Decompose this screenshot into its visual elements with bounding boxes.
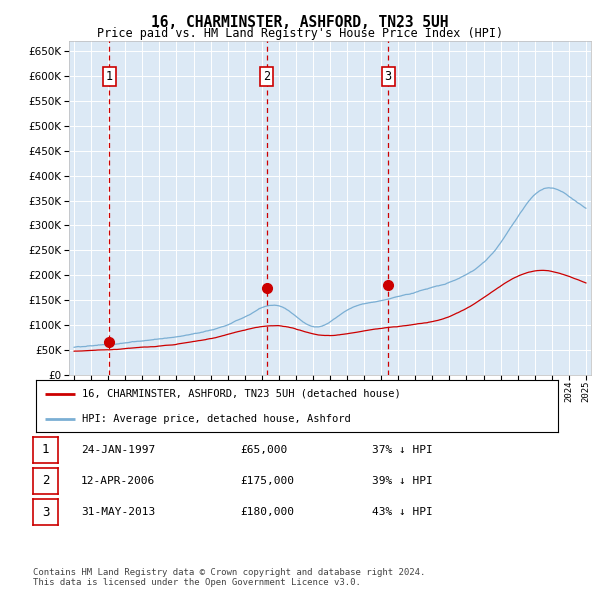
Text: HPI: Average price, detached house, Ashford: HPI: Average price, detached house, Ashf… xyxy=(82,414,350,424)
Text: 16, CHARMINSTER, ASHFORD, TN23 5UH (detached house): 16, CHARMINSTER, ASHFORD, TN23 5UH (deta… xyxy=(82,389,401,399)
Text: 3: 3 xyxy=(385,70,392,83)
Text: 16, CHARMINSTER, ASHFORD, TN23 5UH: 16, CHARMINSTER, ASHFORD, TN23 5UH xyxy=(151,15,449,30)
Text: 3: 3 xyxy=(42,506,49,519)
Text: 2: 2 xyxy=(42,474,49,487)
Text: Contains HM Land Registry data © Crown copyright and database right 2024.
This d: Contains HM Land Registry data © Crown c… xyxy=(33,568,425,587)
Text: 12-APR-2006: 12-APR-2006 xyxy=(81,476,155,486)
Text: £175,000: £175,000 xyxy=(240,476,294,486)
Text: 24-JAN-1997: 24-JAN-1997 xyxy=(81,445,155,454)
Text: 2: 2 xyxy=(263,70,270,83)
Text: £180,000: £180,000 xyxy=(240,507,294,517)
Text: 43% ↓ HPI: 43% ↓ HPI xyxy=(372,507,433,517)
Text: 31-MAY-2013: 31-MAY-2013 xyxy=(81,507,155,517)
Text: 1: 1 xyxy=(106,70,113,83)
Text: £65,000: £65,000 xyxy=(240,445,287,454)
Text: 1: 1 xyxy=(42,443,49,456)
Text: 39% ↓ HPI: 39% ↓ HPI xyxy=(372,476,433,486)
Text: 37% ↓ HPI: 37% ↓ HPI xyxy=(372,445,433,454)
Text: Price paid vs. HM Land Registry's House Price Index (HPI): Price paid vs. HM Land Registry's House … xyxy=(97,27,503,40)
